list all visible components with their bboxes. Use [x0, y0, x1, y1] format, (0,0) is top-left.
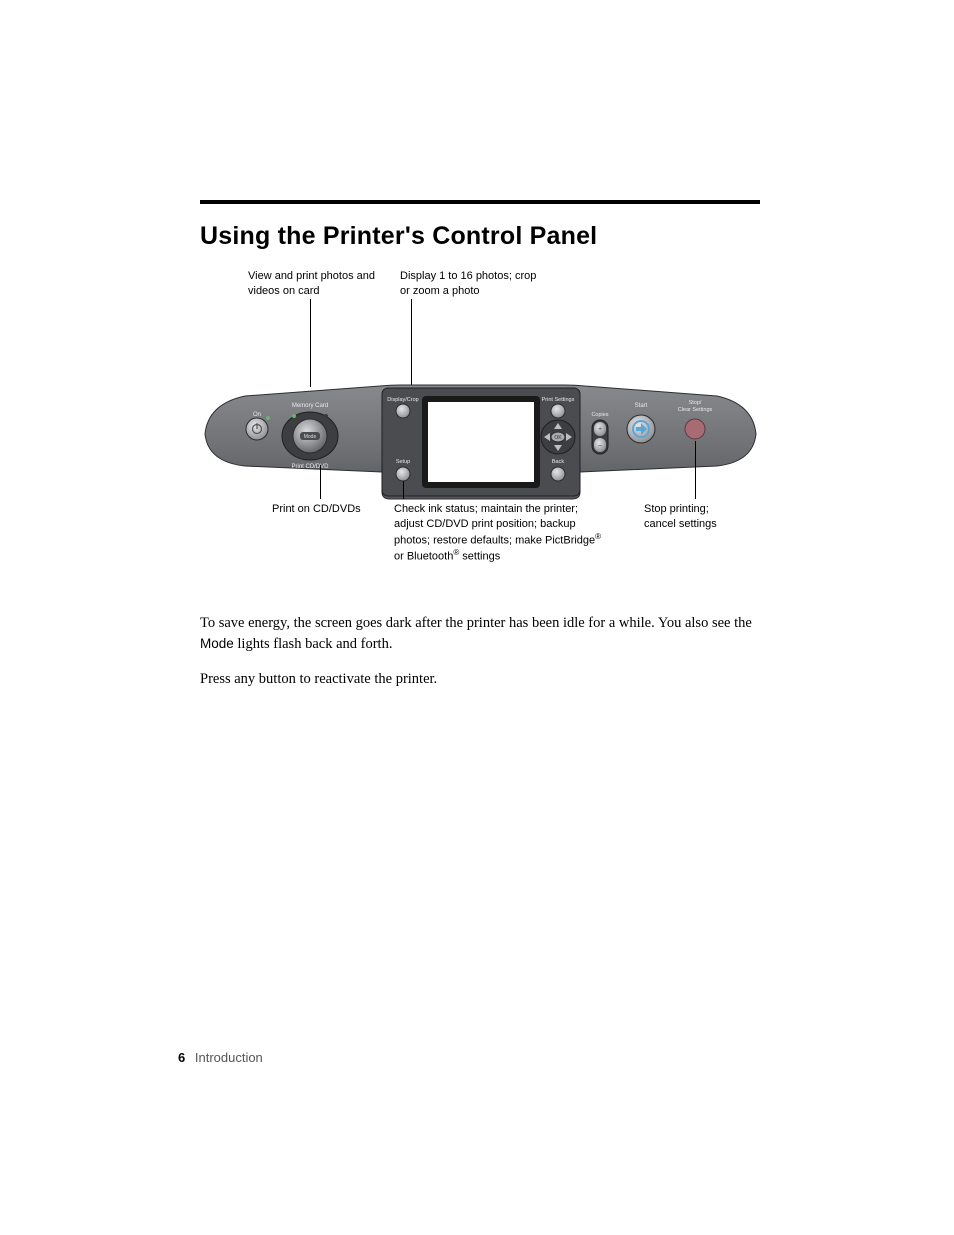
svg-text:Display/Crop: Display/Crop — [387, 397, 418, 403]
svg-text:On: On — [253, 412, 261, 418]
page-heading: Using the Printer's Control Panel — [200, 222, 760, 251]
callout-stop: Stop printing; cancel settings — [644, 502, 754, 532]
leader-bottom-1 — [320, 465, 321, 499]
callout-print-cd: Print on CD/DVDs — [272, 502, 382, 517]
svg-text:−: − — [598, 443, 602, 450]
svg-text:Stop/: Stop/ — [689, 400, 702, 406]
svg-text:+: + — [598, 426, 602, 433]
body-paragraph-1: To save energy, the screen goes dark aft… — [200, 613, 760, 655]
svg-text:Clear Settings: Clear Settings — [678, 407, 713, 413]
svg-text:Memory Card: Memory Card — [292, 403, 328, 409]
section-name: Introduction — [195, 1050, 263, 1065]
page-number: 6 — [178, 1050, 185, 1065]
svg-text:Start: Start — [635, 403, 648, 409]
leader-bottom-3 — [695, 441, 696, 499]
control-panel-diagram: View and print photos and videos on card… — [200, 269, 760, 529]
mode-word: Mode — [200, 636, 234, 651]
svg-text:OK: OK — [554, 435, 562, 441]
leader-bottom-2 — [403, 481, 404, 499]
page-footer: 6 Introduction — [178, 1050, 263, 1065]
svg-text:Mode: Mode — [304, 434, 317, 440]
svg-text:Copies: Copies — [591, 412, 608, 418]
callout-display-crop: Display 1 to 16 photos; crop or zoom a p… — [400, 269, 540, 299]
svg-text:Print CD/DVD: Print CD/DVD — [291, 464, 329, 470]
panel-illustration: On Memory Card Mode Print CD/DVD Display… — [200, 374, 760, 504]
heading-rule — [200, 200, 760, 204]
svg-text:Print Settings: Print Settings — [542, 397, 575, 403]
svg-text:Setup: Setup — [396, 459, 410, 465]
body-paragraph-2: Press any button to reactivate the print… — [200, 669, 760, 690]
svg-text:Back: Back — [552, 459, 564, 465]
callout-setup: Check ink status; maintain the printer; … — [394, 502, 624, 565]
callout-view-print: View and print photos and videos on card — [248, 269, 388, 299]
